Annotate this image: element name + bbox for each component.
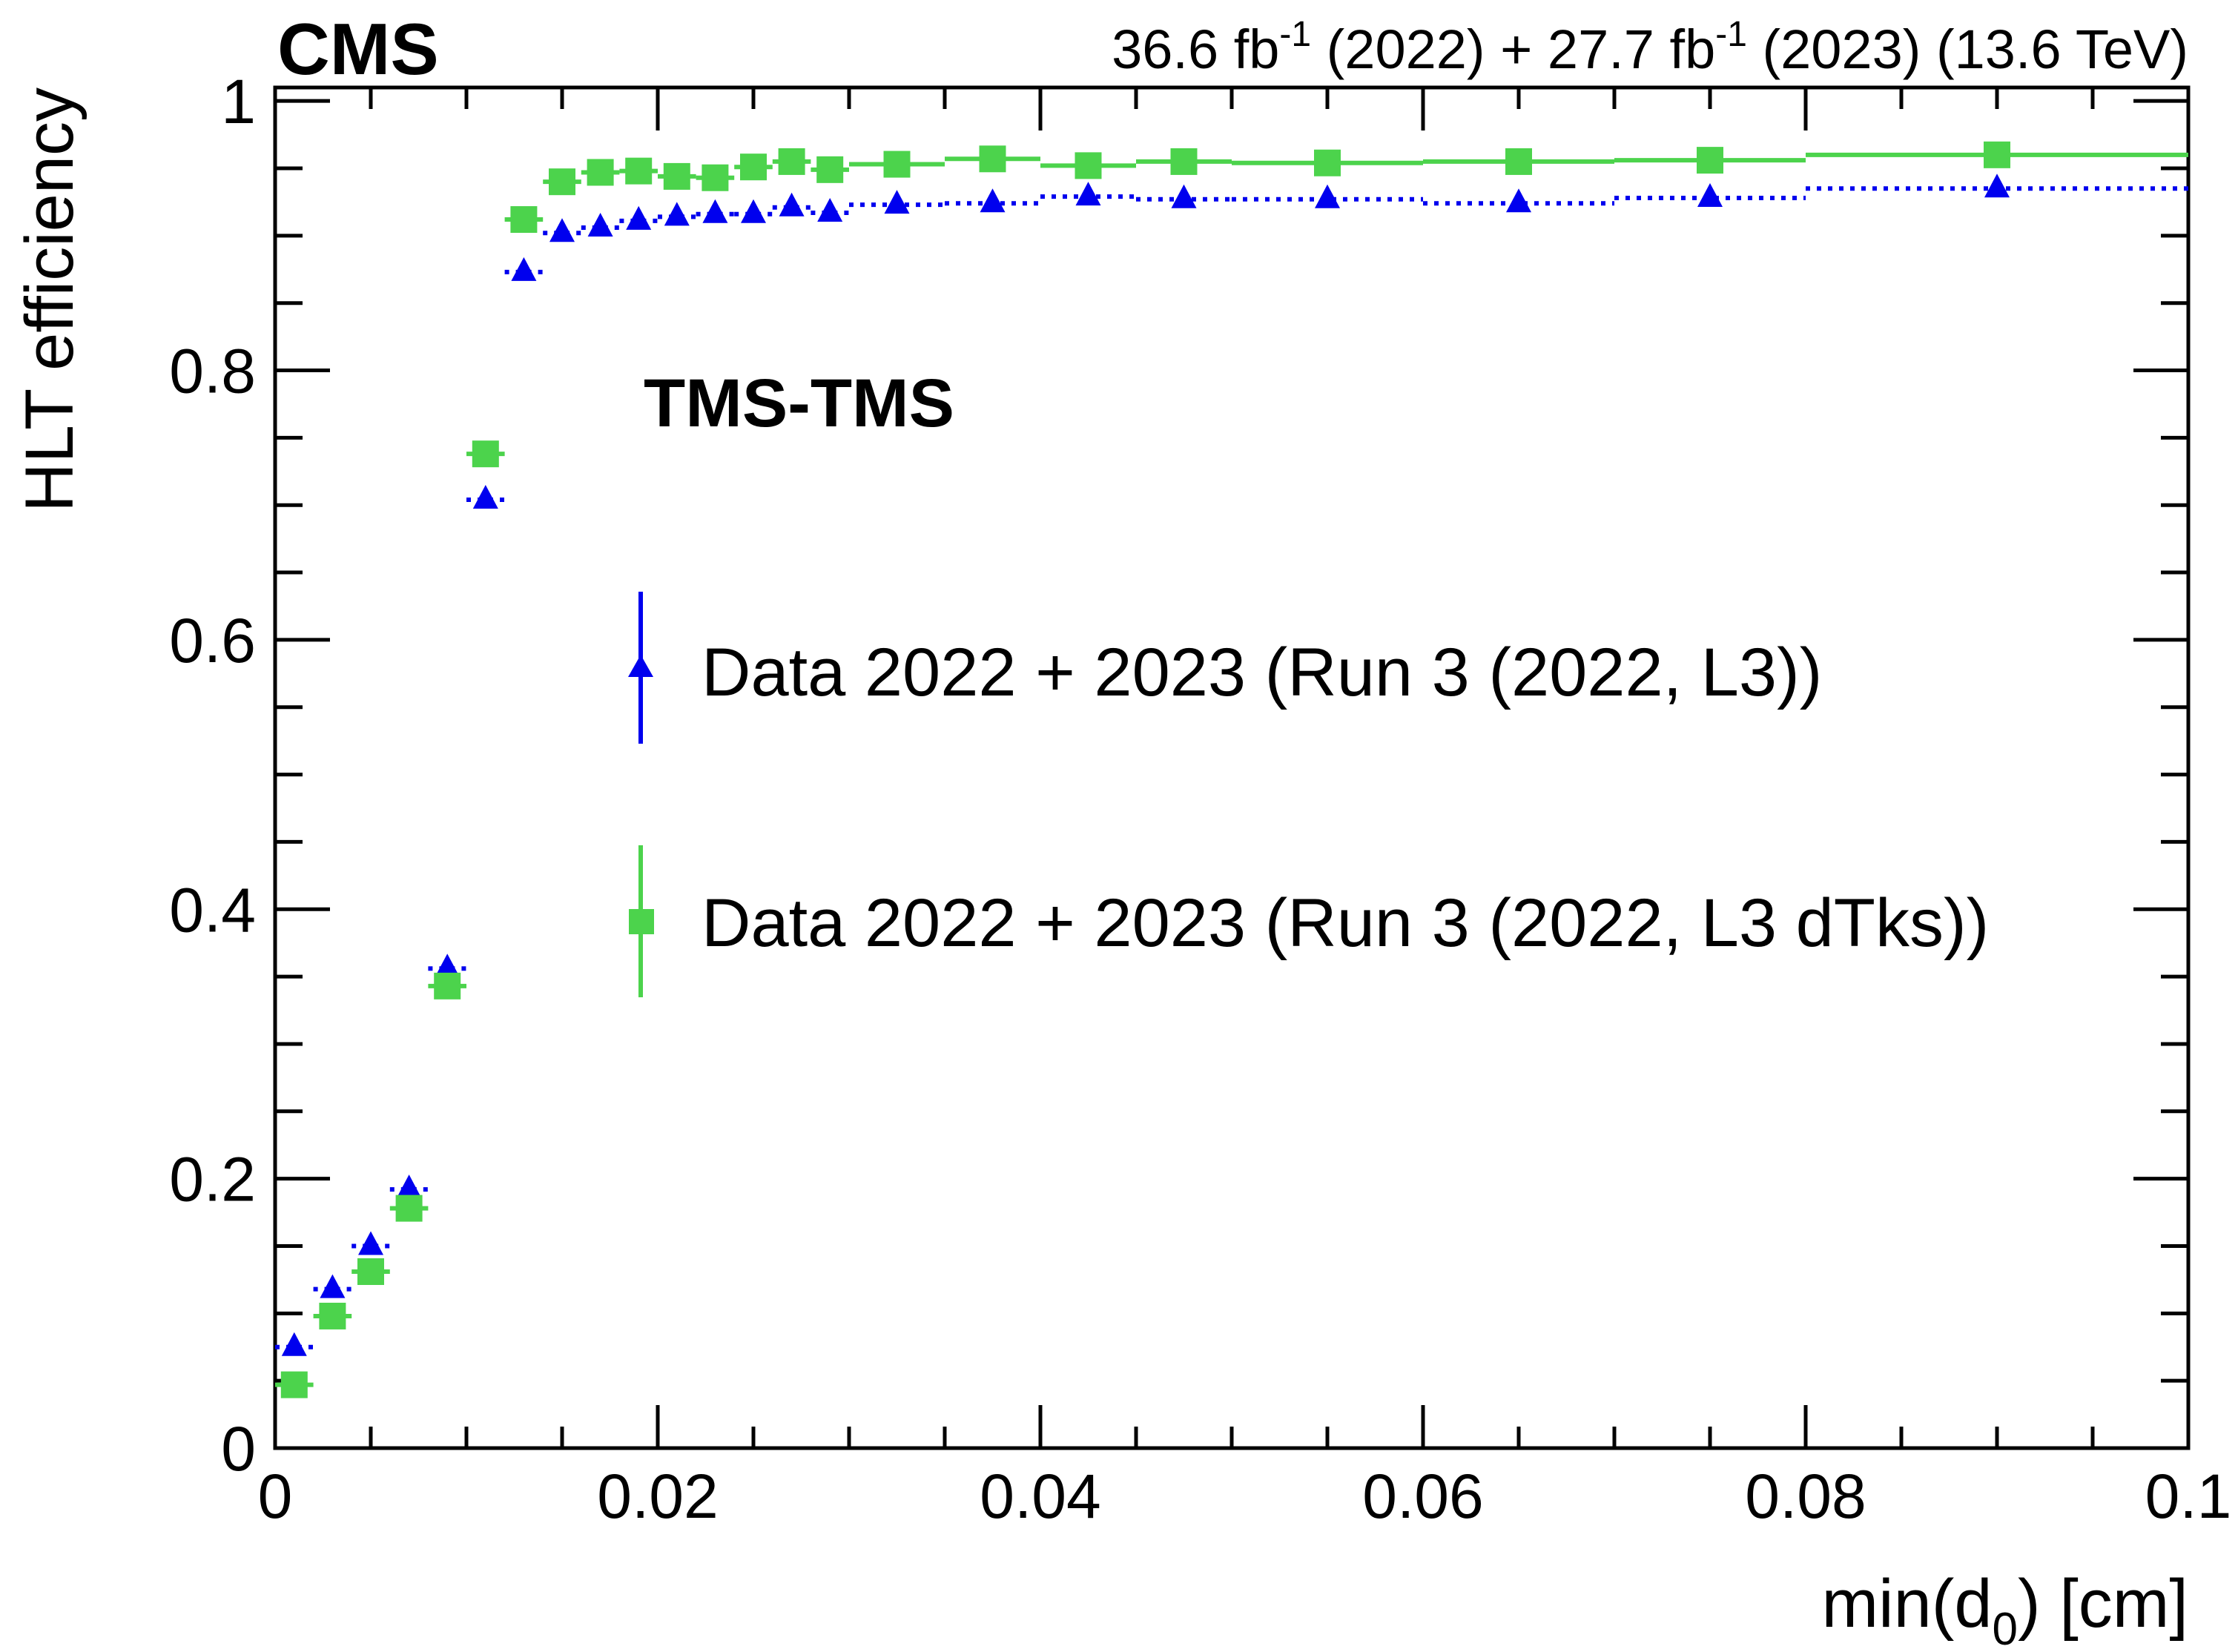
l3-data-point <box>626 205 652 230</box>
l3-data-point <box>587 212 613 237</box>
legend-entry-l3: Data 2022 + 2023 (Run 3 (2022, L3)) <box>628 592 1822 744</box>
x-axis-label: min(d0) [cm] <box>1822 1566 2189 1652</box>
dtks-data-point <box>1697 147 1723 174</box>
x-tick-label: 0.04 <box>980 1461 1101 1531</box>
dtks-data-point <box>395 1195 423 1222</box>
dtks-data-point <box>1170 148 1198 175</box>
axis-ticks <box>273 87 2191 1450</box>
x-tick-label: 0.02 <box>597 1461 719 1531</box>
series-layer <box>275 141 2188 1398</box>
dtks-data-point <box>778 148 805 175</box>
y-tick-label: 0 <box>221 1414 256 1484</box>
l3-data-point <box>281 1332 307 1356</box>
x-tick-label: 0.06 <box>1362 1461 1484 1531</box>
lumi-2023: 27.7 fb <box>1548 19 1715 80</box>
l3-data-point <box>1171 184 1197 208</box>
dtks-data-point <box>587 159 614 186</box>
l3-data-point <box>1697 182 1723 207</box>
y-tick-labels: 0 0.2 0.4 0.6 0.8 1 <box>169 67 256 1484</box>
dtks-data-point <box>663 162 690 190</box>
l3-data-point <box>472 484 498 509</box>
l3-data-point <box>435 954 461 978</box>
lumi-2022: 36.6 fb <box>1112 19 1279 80</box>
l3-data-point <box>1315 184 1340 208</box>
y-tick-label: 1 <box>221 67 256 136</box>
legend-dtks-label: Data 2022 + 2023 (Run 3 (2022, L3 dTks)) <box>702 885 1989 961</box>
dtks-data-point <box>883 151 911 178</box>
series-l3-dtks <box>275 141 2188 1398</box>
y-axis-label: HLT efficiency <box>12 87 88 512</box>
lumi-label: 36.6 fb-1 (2022) + 27.7 fb-1 (2023) (13.… <box>1112 15 2188 80</box>
dtks-data-point <box>549 168 575 196</box>
x-axis-label-main: min(d <box>1822 1566 1993 1642</box>
dtks-data-point <box>1505 148 1532 175</box>
dtks-data-point <box>357 1258 384 1285</box>
year-2022: (2022) + <box>1311 19 1548 80</box>
legend-l3-triangle-marker <box>628 655 653 677</box>
dtks-data-point <box>434 972 461 1000</box>
x-axis-label-subscript: 0 <box>1993 1604 2018 1652</box>
lumi-2023-inverse: -1 <box>1715 15 1747 54</box>
lumi-2022-inverse: -1 <box>1279 15 1311 54</box>
dtks-data-point <box>702 164 729 191</box>
l3-data-point <box>664 202 690 226</box>
series-l3 <box>275 174 2188 1356</box>
x-axis-label-tail: ) [cm] <box>2018 1566 2188 1642</box>
l3-data-point <box>817 197 843 222</box>
y-tick-label: 0.4 <box>169 875 256 945</box>
l3-data-point <box>884 190 910 214</box>
l3-data-point <box>1075 182 1101 206</box>
x-tick-label: 0 <box>258 1461 293 1531</box>
l3-data-point <box>549 218 575 242</box>
l3-data-point <box>702 199 728 223</box>
cms-label: CMS <box>277 8 439 90</box>
x-tick-labels: 0 0.02 0.04 0.06 0.08 0.1 <box>258 1461 2232 1531</box>
l3-data-point <box>980 188 1006 213</box>
l3-data-point <box>511 257 537 281</box>
dtks-data-point <box>1075 152 1102 179</box>
dtks-data-point <box>816 156 844 183</box>
dtks-data-point <box>979 145 1006 173</box>
legend-entry-l3-dtks: Data 2022 + 2023 (Run 3 (2022, L3 dTks)) <box>629 845 1989 997</box>
category-label: TMS-TMS <box>644 366 954 441</box>
legend-dtks-square-marker <box>629 909 654 934</box>
l3-data-point <box>1984 174 2010 198</box>
dtks-data-point <box>510 206 538 234</box>
year-2023: (2023) (13.6 TeV) <box>1747 19 2188 80</box>
y-tick-label: 0.2 <box>169 1145 256 1215</box>
dtks-data-point <box>319 1302 346 1329</box>
dtks-data-point <box>280 1371 308 1398</box>
l3-data-point <box>320 1274 346 1298</box>
x-tick-label: 0.1 <box>2145 1461 2232 1531</box>
l3-data-point <box>1506 188 1531 213</box>
x-tick-label: 0.08 <box>1745 1461 1866 1531</box>
l3-data-point <box>779 192 805 217</box>
legend: Data 2022 + 2023 (Run 3 (2022, L3)) Data… <box>628 592 1989 997</box>
plot-frame <box>273 85 2191 1450</box>
l3-data-point <box>741 199 766 223</box>
dtks-data-point <box>1984 141 2010 168</box>
y-tick-label: 0.6 <box>169 606 256 675</box>
l3-data-point <box>358 1231 383 1255</box>
dtks-data-point <box>472 440 499 468</box>
legend-l3-label: Data 2022 + 2023 (Run 3 (2022, L3)) <box>702 635 1822 710</box>
dtks-data-point <box>1314 149 1341 176</box>
l3-data-point <box>396 1174 422 1199</box>
y-tick-label: 0.8 <box>169 337 256 406</box>
dtks-data-point <box>740 153 767 181</box>
dtks-data-point <box>625 157 653 185</box>
